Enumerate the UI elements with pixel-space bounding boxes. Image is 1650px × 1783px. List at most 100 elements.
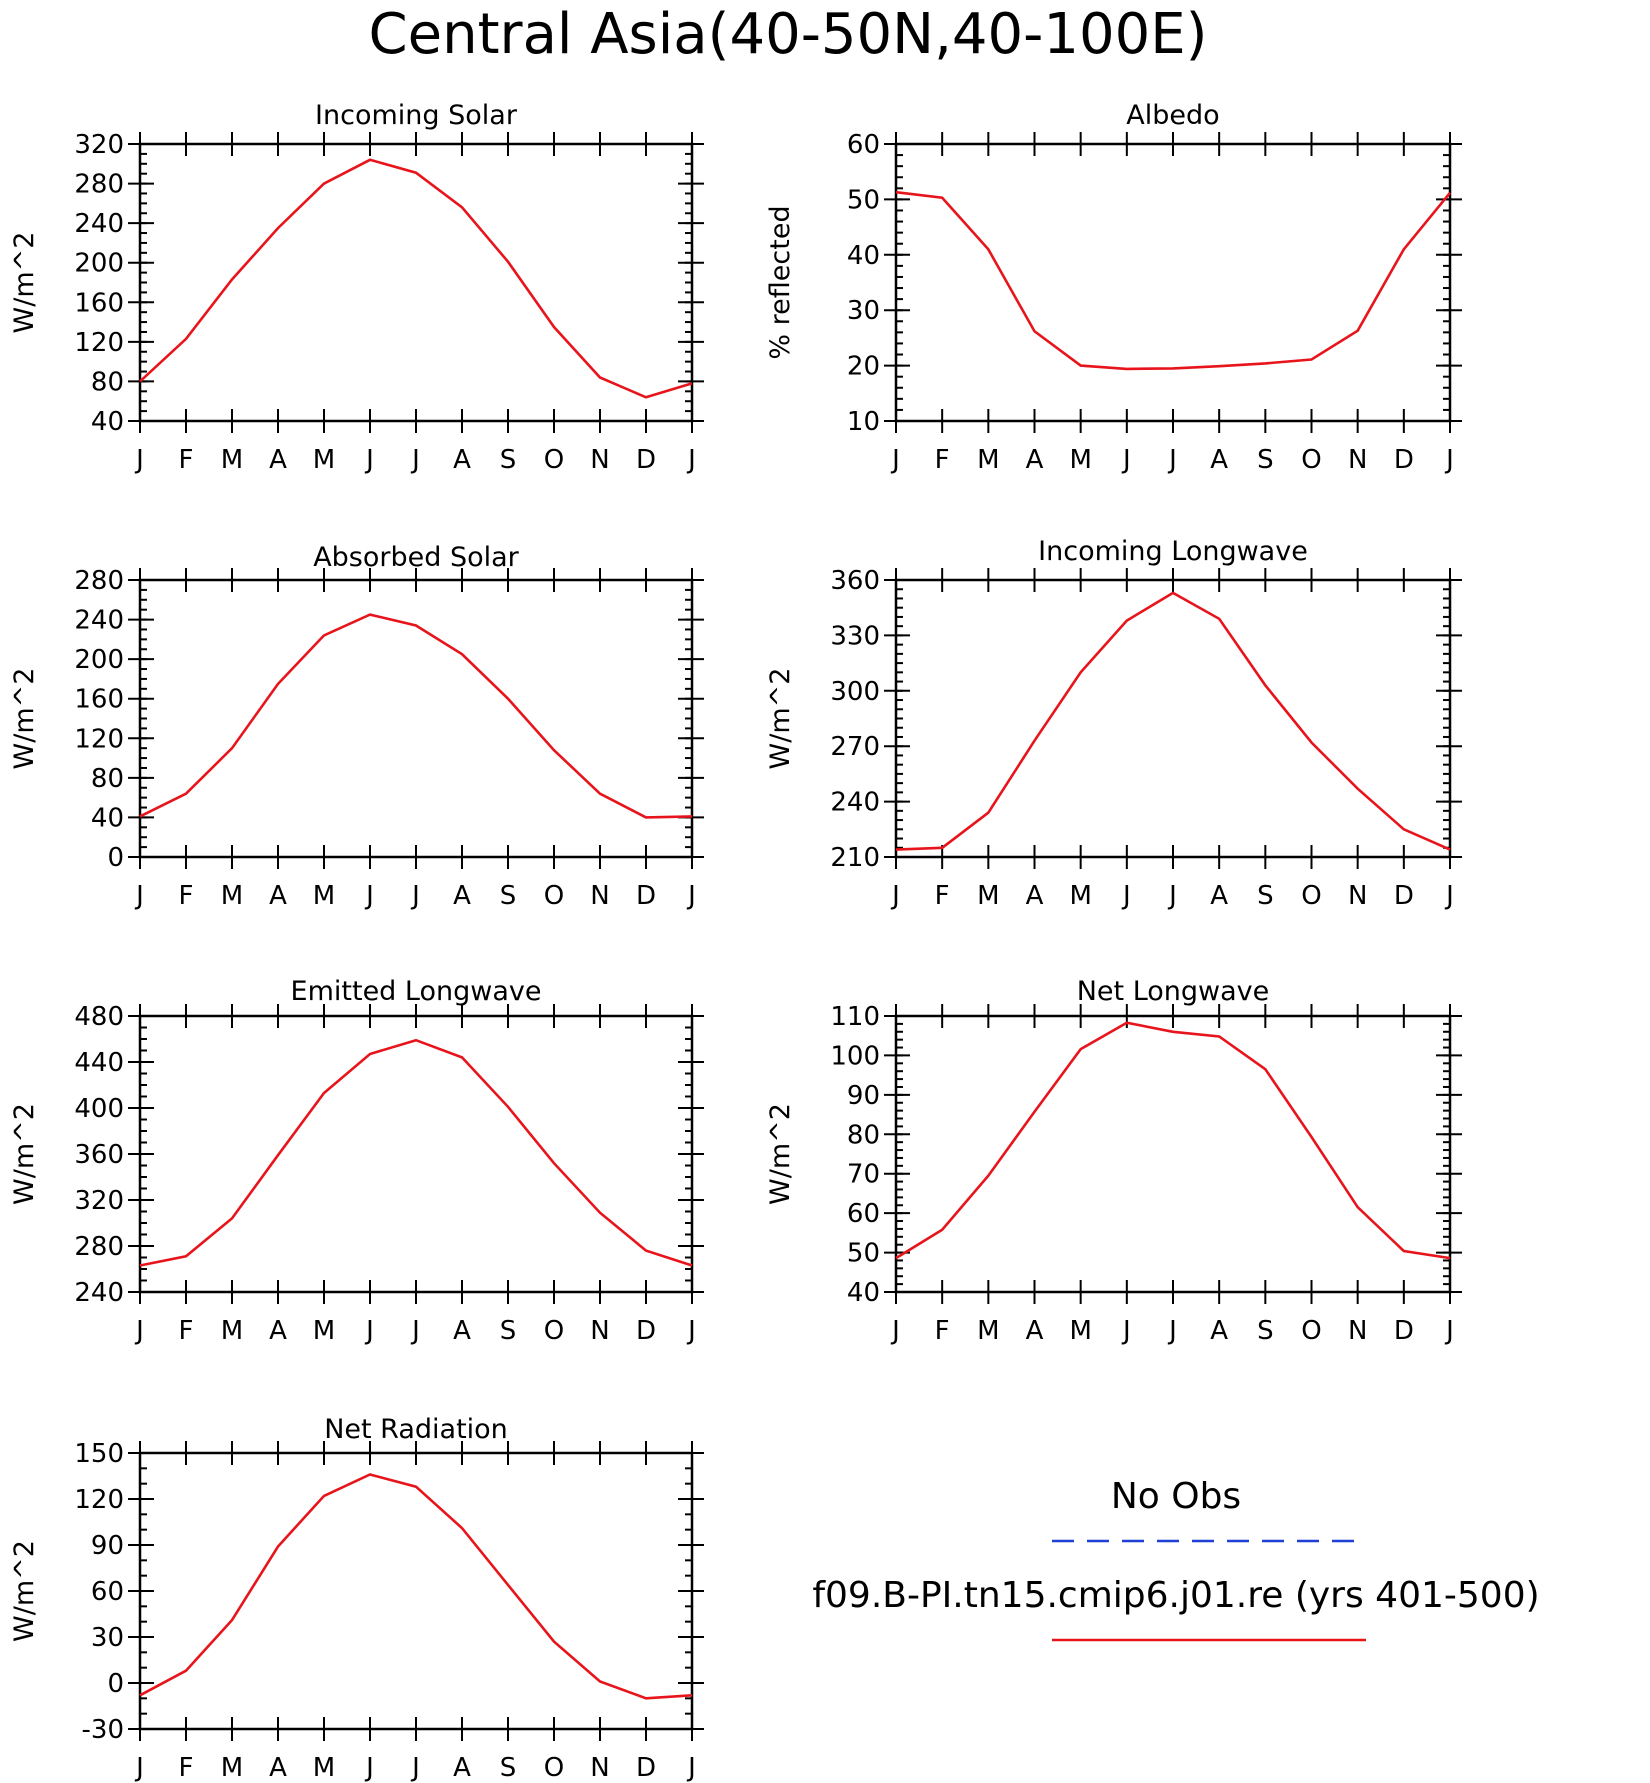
x-tick-label: J <box>1167 445 1177 475</box>
x-tick-label: M <box>221 445 243 475</box>
x-tick-label: J <box>364 1753 374 1783</box>
x-tick-label: J <box>1444 445 1454 475</box>
x-tick-label: J <box>364 1316 374 1346</box>
x-tick-label: F <box>935 445 950 475</box>
y-axis-label: % reflected <box>765 205 796 359</box>
y-tick-label: 110 <box>830 1002 880 1032</box>
y-tick-label: 60 <box>847 130 880 160</box>
y-tick-label: 440 <box>74 1048 124 1078</box>
y-tick-label: 0 <box>107 843 124 873</box>
legend-label-obs: No Obs <box>1111 1476 1241 1517</box>
y-axis-label: W/m^2 <box>9 1540 40 1642</box>
x-tick-label: A <box>1210 1316 1228 1346</box>
x-tick-label: A <box>1210 445 1228 475</box>
y-tick-label: 280 <box>74 170 124 200</box>
y-tick-label: 210 <box>830 843 880 873</box>
y-tick-label: 320 <box>74 130 124 160</box>
y-tick-label: 90 <box>847 1081 880 1111</box>
x-tick-label: M <box>313 1753 335 1783</box>
x-tick-label: J <box>134 1316 144 1346</box>
y-tick-label: 100 <box>830 1041 880 1071</box>
x-tick-label: J <box>1121 1316 1131 1346</box>
x-tick-label: F <box>935 1316 950 1346</box>
x-tick-label: M <box>221 1316 243 1346</box>
panel-title: Incoming Solar <box>315 100 518 131</box>
plot-frame <box>894 1014 1452 1294</box>
plot-frame <box>138 578 694 859</box>
y-tick-label: 10 <box>847 407 880 437</box>
plot-frame <box>894 578 1452 859</box>
x-tick-label: N <box>1348 445 1367 475</box>
y-tick-label: 330 <box>830 621 880 651</box>
y-tick-label: 300 <box>830 677 880 707</box>
x-tick-label: S <box>500 881 517 911</box>
y-tick-label: 60 <box>847 1199 880 1229</box>
y-tick-label: 50 <box>847 185 880 215</box>
y-tick-label: 40 <box>91 803 124 833</box>
series-line <box>895 190 1452 371</box>
x-tick-label: F <box>179 445 194 475</box>
x-tick-label: O <box>544 445 564 475</box>
panel-title: Albedo <box>1126 100 1219 131</box>
y-tick-label: 240 <box>74 209 124 239</box>
x-tick-label: A <box>1026 445 1044 475</box>
x-tick-label: M <box>221 881 243 911</box>
y-tick-label: 50 <box>847 1239 880 1269</box>
y-tick-label: 160 <box>74 288 124 318</box>
x-tick-label: J <box>686 445 696 475</box>
x-tick-label: J <box>410 445 420 475</box>
x-tick-label: O <box>1301 1316 1321 1346</box>
x-tick-label: M <box>977 881 999 911</box>
legend: No Obs f09.B-PI.tn15.cmip6.j01.re (yrs 4… <box>812 1476 1540 1642</box>
x-tick-label: D <box>1394 881 1414 911</box>
x-tick-label: N <box>590 1316 609 1346</box>
x-tick-label: J <box>410 881 420 911</box>
y-tick-label: 160 <box>74 685 124 715</box>
x-tick-label: F <box>179 881 194 911</box>
y-tick-label: 200 <box>74 249 124 279</box>
x-tick-label: J <box>1167 881 1177 911</box>
x-tick-label: O <box>544 1753 564 1783</box>
x-tick-label: S <box>1257 445 1274 475</box>
series-line <box>139 1473 693 1700</box>
y-axis-label: W/m^2 <box>765 1103 796 1205</box>
y-tick-label: 280 <box>74 566 124 596</box>
y-tick-label: 90 <box>91 1531 124 1561</box>
y-tick-label: 120 <box>74 1485 124 1515</box>
plot-frame <box>138 1451 694 1731</box>
x-tick-label: S <box>1257 881 1274 911</box>
x-tick-label: J <box>134 445 144 475</box>
x-tick-label: F <box>179 1316 194 1346</box>
y-tick-label: 280 <box>74 1232 124 1262</box>
x-tick-label: J <box>410 1753 420 1783</box>
x-tick-label: M <box>977 445 999 475</box>
x-tick-label: M <box>1069 1316 1091 1346</box>
x-tick-label: M <box>313 445 335 475</box>
x-tick-label: D <box>636 1316 656 1346</box>
x-tick-label: N <box>1348 1316 1367 1346</box>
x-tick-label: A <box>269 881 287 911</box>
x-tick-label: J <box>1167 1316 1177 1346</box>
x-tick-label: A <box>269 445 287 475</box>
y-tick-label: 240 <box>830 788 880 818</box>
y-tick-label: 320 <box>74 1186 124 1216</box>
x-tick-label: J <box>364 881 374 911</box>
series-line <box>895 1021 1451 1260</box>
y-axis-label: W/m^2 <box>9 668 40 770</box>
x-tick-label: D <box>636 1753 656 1783</box>
y-tick-label: 30 <box>847 296 880 326</box>
x-tick-label: J <box>686 1316 696 1346</box>
x-tick-label: A <box>1026 881 1044 911</box>
x-tick-label: N <box>590 445 609 475</box>
x-tick-label: A <box>1210 881 1228 911</box>
y-tick-label: 0 <box>107 1669 124 1699</box>
x-tick-label: M <box>313 1316 335 1346</box>
panel-title: Net Radiation <box>324 1414 508 1445</box>
series-line <box>139 1038 693 1267</box>
